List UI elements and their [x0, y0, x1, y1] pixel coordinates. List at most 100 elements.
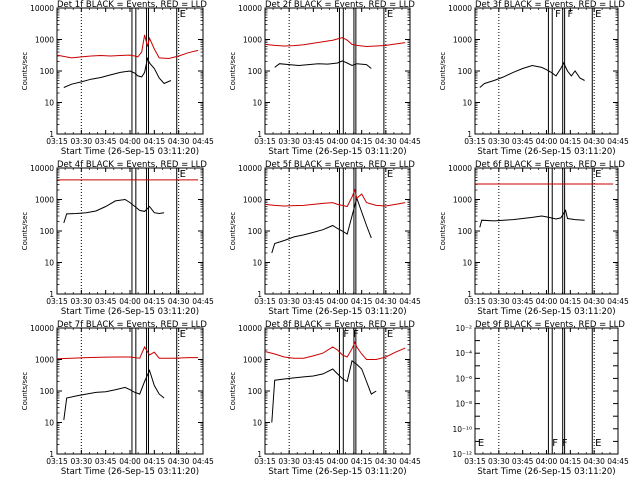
y-tick-label: 10000 — [238, 4, 262, 13]
y-tick-label: 10000 — [448, 164, 472, 173]
x-axis-label: Start Time (26-Sep-15 03:11:20) — [268, 467, 406, 477]
x-tick-label: 03:15 — [46, 457, 68, 466]
y-tick-label: 1 — [49, 450, 54, 459]
x-tick-label: 04:45 — [399, 297, 421, 306]
y-axis-label: Counts/sec — [229, 212, 237, 251]
x-axis-label: Start Time (26-Sep-15 03:11:20) — [61, 307, 199, 317]
y-tick-label: 10⁻¹⁰ — [452, 425, 472, 434]
y-tick-label: 100 — [40, 387, 55, 396]
x-tick-label: 03:45 — [512, 137, 534, 146]
y-tick-label: 1000 — [35, 196, 54, 205]
x-tick-label: 03:30 — [488, 457, 510, 466]
x-tick-label: 03:30 — [278, 457, 300, 466]
x-tick-label: 04:00 — [119, 457, 141, 466]
x-tick-label: 04:00 — [536, 457, 558, 466]
x-tick-label: 03:45 — [95, 457, 117, 466]
x-tick-label: 03:15 — [254, 457, 276, 466]
x-tick-label: 04:00 — [327, 137, 349, 146]
chart-title: Det 2f BLACK = Events, RED = LLD — [265, 0, 415, 10]
y-tick-label: 10 — [44, 259, 54, 268]
x-tick-label: 03:30 — [278, 137, 300, 146]
x-tick-label: 04:15 — [351, 457, 373, 466]
chart-title: Det 9f BLACK = Events, RED = LLD — [475, 320, 625, 330]
x-tick-label: 03:45 — [95, 297, 117, 306]
plot-frame — [474, 7, 619, 135]
events-series-line — [274, 60, 372, 69]
x-tick-label: 03:45 — [512, 297, 534, 306]
y-tick-label: 1000 — [243, 356, 262, 365]
lld-series-line — [56, 34, 199, 60]
chart-title: Det 3f BLACK = Events, RED = LLD — [475, 0, 625, 10]
flag-letter: E — [180, 329, 186, 340]
flag-letter: F — [353, 329, 359, 340]
x-tick-label: 03:45 — [95, 137, 117, 146]
y-tick-label: 10⁻⁴ — [455, 349, 472, 358]
y-tick-label: 10 — [252, 99, 262, 108]
y-tick-label: 1 — [49, 130, 54, 139]
flag-letter: F — [555, 9, 561, 20]
chart-title: Det 8f BLACK = Events, RED = LLD — [265, 320, 415, 330]
x-axis-label: Start Time (26-Sep-15 03:11:20) — [61, 467, 199, 477]
y-tick-label: 1000 — [243, 196, 262, 205]
lld-series-line — [264, 188, 406, 208]
y-tick-label: 1 — [467, 130, 472, 139]
x-tick-label: 03:30 — [71, 297, 93, 306]
flag-letter: E — [387, 9, 393, 20]
events-series-line — [479, 61, 585, 88]
plot-frame — [264, 167, 411, 295]
y-tick-label: 1 — [257, 290, 262, 299]
y-tick-label: 100 — [40, 227, 55, 236]
x-tick-label: 03:45 — [303, 457, 325, 466]
x-axis-label: Start Time (26-Sep-15 03:11:20) — [61, 147, 199, 157]
y-tick-label: 10⁻¹² — [452, 450, 472, 459]
lld-series-line — [264, 37, 406, 48]
flag-letter: F — [343, 329, 349, 340]
y-tick-label: 10 — [44, 419, 54, 428]
x-tick-label: 04:15 — [144, 457, 166, 466]
x-tick-label: 03:30 — [488, 137, 510, 146]
x-tick-label: 04:15 — [560, 457, 582, 466]
events-series-line — [63, 198, 165, 224]
flag-letter: F — [562, 438, 568, 449]
y-tick-label: 1 — [257, 450, 262, 459]
plot-frame — [474, 327, 619, 455]
x-tick-label: 03:15 — [464, 297, 486, 306]
plot-frame — [264, 7, 411, 135]
events-series-line — [271, 360, 377, 423]
x-tick-label: 04:45 — [607, 297, 629, 306]
y-tick-label: 1000 — [243, 36, 262, 45]
y-tick-label: 100 — [458, 227, 473, 236]
chart-panel-5: Det 5f BLACK = Events, RED = LLD 1 10 100 10… — [229, 160, 421, 317]
x-tick-label: 04:00 — [327, 457, 349, 466]
y-tick-label: 100 — [248, 227, 263, 236]
x-tick-label: 03:30 — [71, 457, 93, 466]
y-tick-label: 10⁻⁸ — [455, 400, 472, 409]
y-tick-label: 100 — [248, 67, 263, 76]
y-tick-label: 1 — [467, 290, 472, 299]
y-axis-label: Counts/sec — [439, 212, 447, 251]
x-tick-label: 03:45 — [303, 137, 325, 146]
y-tick-label: 100 — [40, 67, 55, 76]
x-tick-label: 04:00 — [536, 137, 558, 146]
lld-series-line — [264, 341, 406, 360]
x-tick-label: 04:15 — [351, 137, 373, 146]
x-axis-label: Start Time (26-Sep-15 03:11:20) — [477, 147, 615, 157]
y-axis-label: Counts/sec — [21, 52, 29, 91]
flag-letter: E — [478, 438, 484, 449]
x-tick-label: 04:45 — [607, 457, 629, 466]
events-series-line — [271, 196, 372, 254]
chart-panel-4: Det 4f BLACK = Events, RED = LLD 1 10 100 10… — [21, 160, 214, 317]
y-tick-label: 10000 — [238, 164, 262, 173]
x-tick-label: 04:00 — [536, 297, 558, 306]
chart-panel-1: Det 1f BLACK = Events, RED = LLD 1 10 100 10… — [21, 0, 214, 157]
events-series-line — [63, 56, 172, 88]
y-tick-label: 1000 — [35, 356, 54, 365]
x-tick-label: 04:45 — [192, 457, 214, 466]
y-tick-label: 10⁻² — [455, 324, 472, 333]
x-tick-label: 04:30 — [583, 297, 605, 306]
x-tick-label: 03:15 — [464, 137, 486, 146]
x-tick-label: 03:15 — [254, 137, 276, 146]
plot-frame — [56, 327, 204, 455]
chart-title: Det 5f BLACK = Events, RED = LLD — [265, 160, 415, 170]
